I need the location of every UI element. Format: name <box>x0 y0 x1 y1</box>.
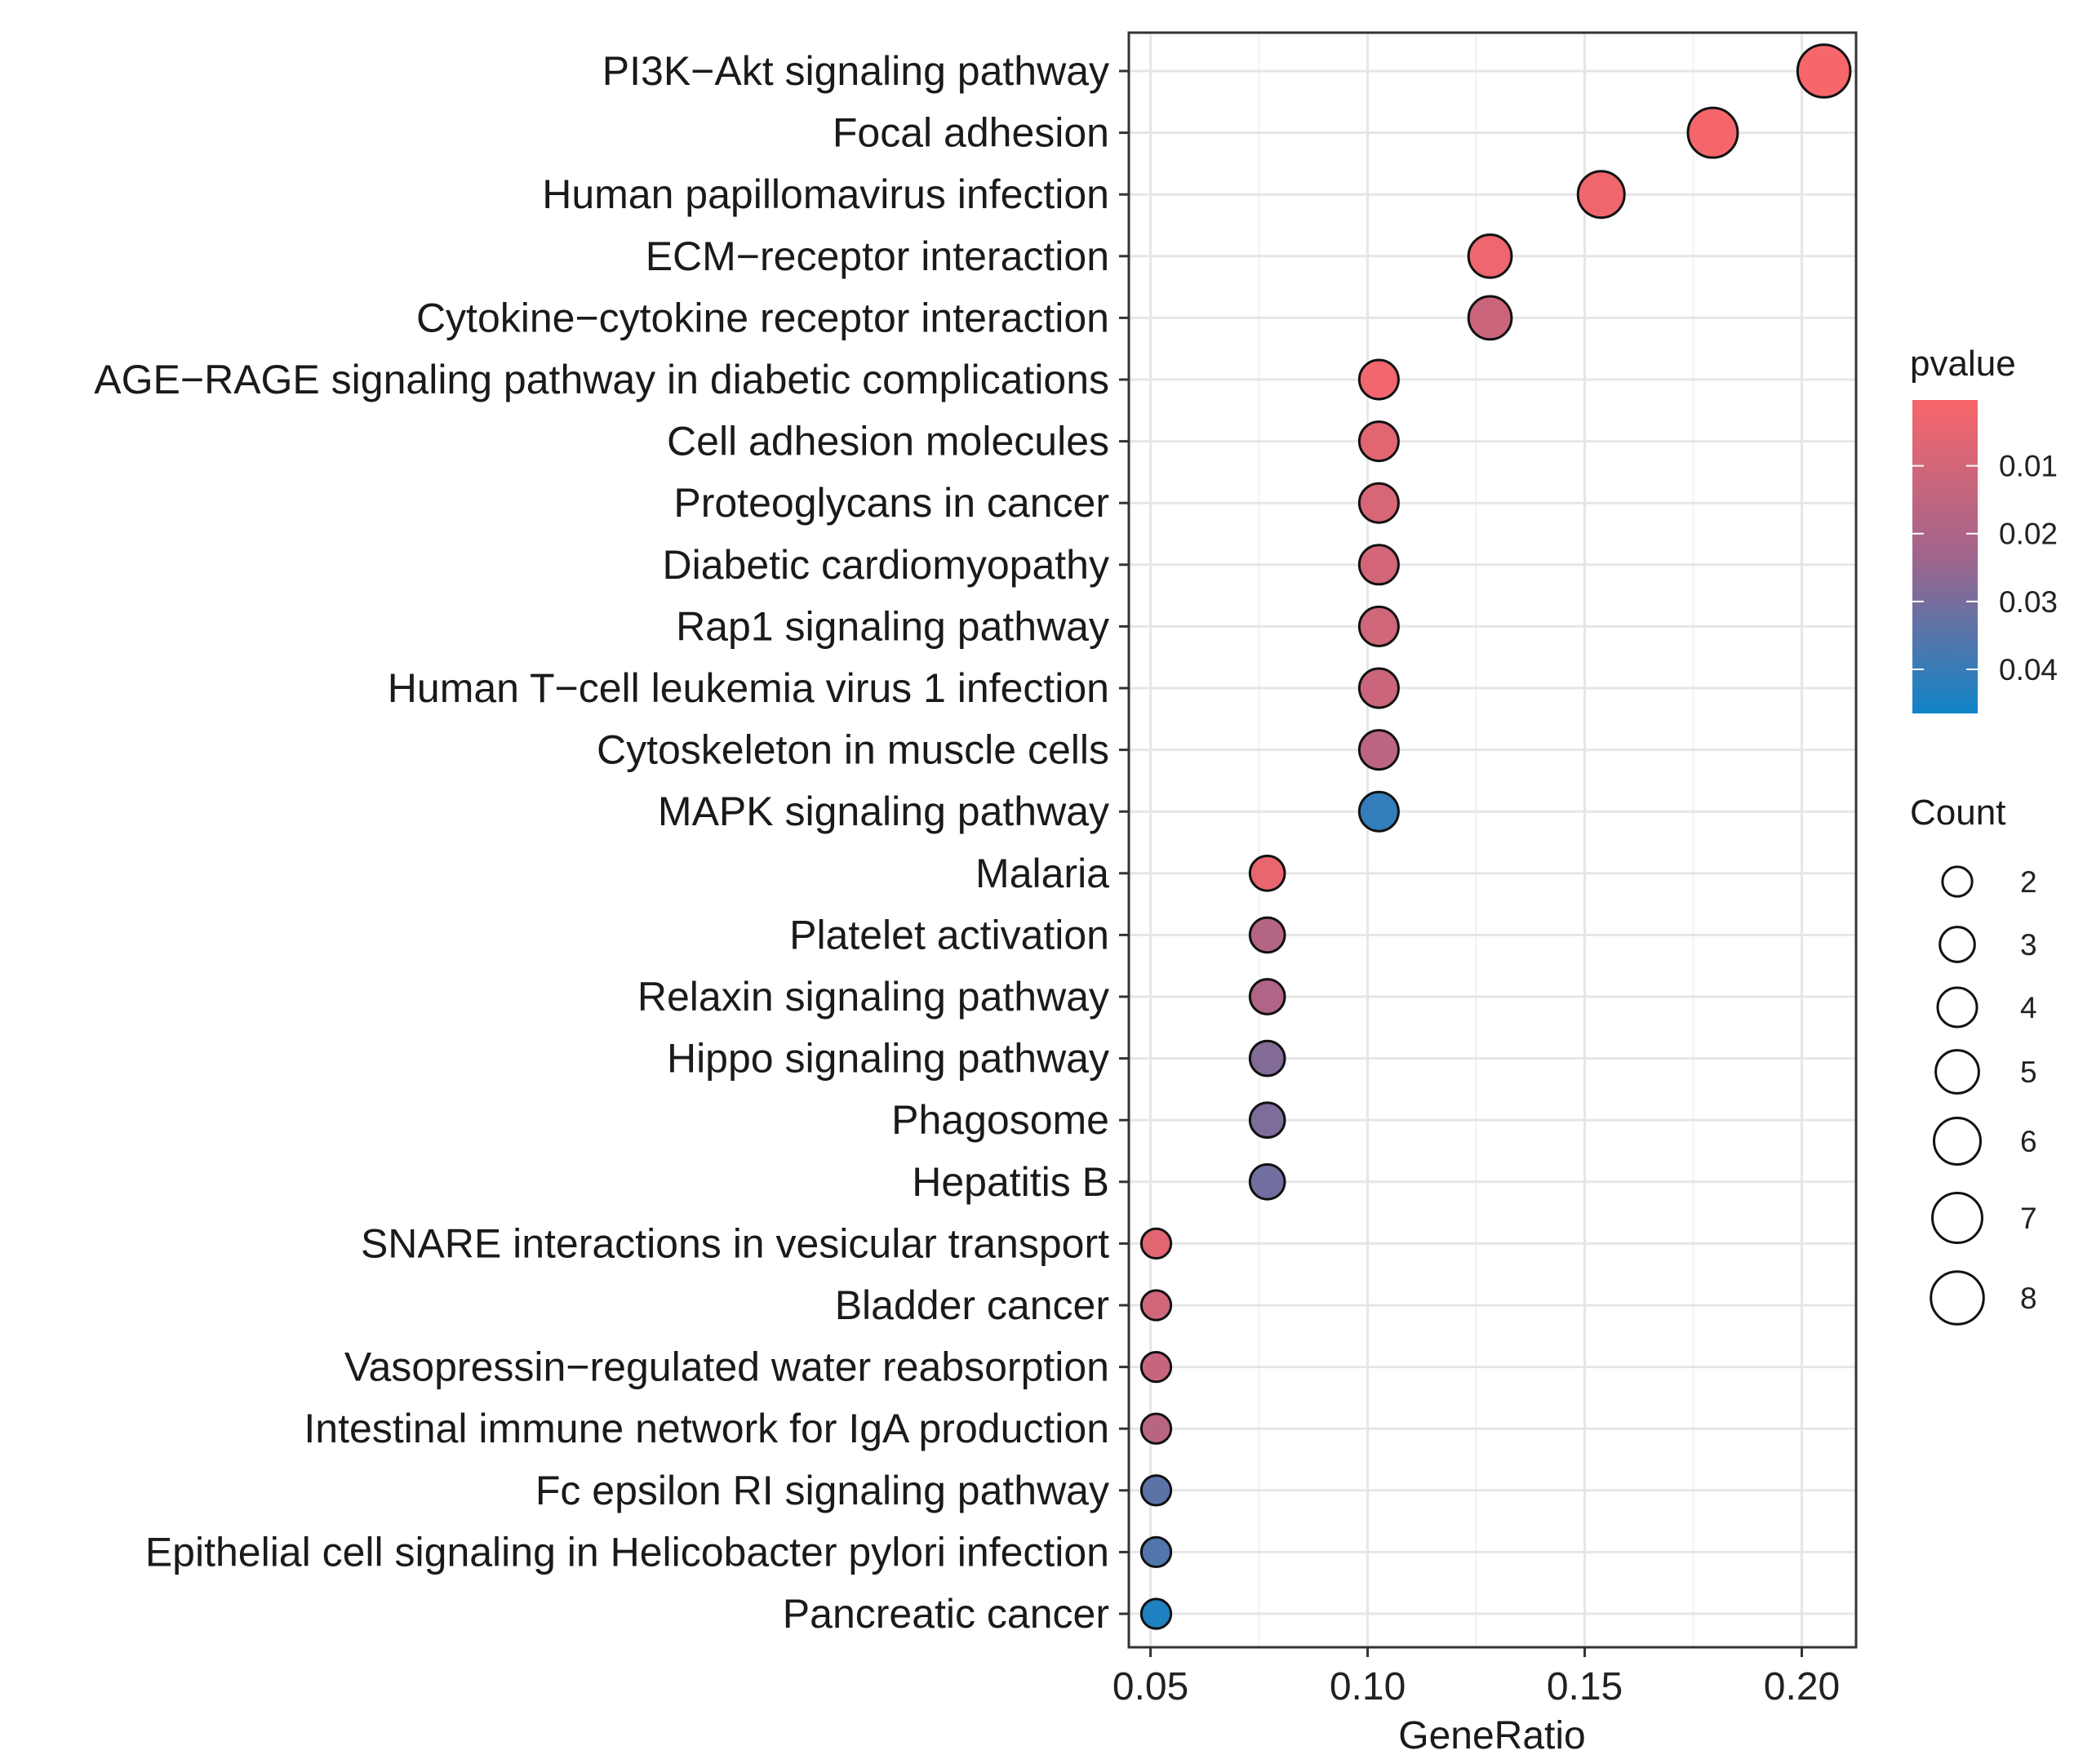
count-legend-label: 2 <box>2020 865 2037 899</box>
pvalue-colorbar <box>1912 400 1978 713</box>
y-tick-label: Diabetic cardiomyopathy <box>663 542 1110 588</box>
x-tick-label: 0.10 <box>1330 1665 1406 1708</box>
pvalue-legend: pvalue 0.01 0.02 0.03 0.04 <box>1910 344 2058 713</box>
data-point <box>1248 1039 1286 1078</box>
data-point <box>1576 170 1626 220</box>
pvalue-colorbar-ticks: 0.01 0.02 0.03 0.04 <box>1912 450 2058 686</box>
y-tick-label: Relaxin signaling pathway <box>637 974 1109 1020</box>
colorbar-tick-label: 0.03 <box>1999 585 2058 619</box>
y-tick-label: Human T−cell leukemia virus 1 infection <box>388 665 1109 711</box>
y-tick-label: Bladder cancer <box>835 1282 1109 1328</box>
x-axis-labels: 0.05 0.10 0.15 0.20 <box>1112 1665 1840 1708</box>
count-legend-label: 5 <box>2020 1055 2037 1089</box>
data-point <box>1248 1162 1286 1201</box>
data-point <box>1357 729 1400 771</box>
data-point <box>1139 1412 1173 1445</box>
count-legend-circle <box>1930 1270 1985 1326</box>
data-point <box>1686 106 1739 159</box>
count-legend-label: 3 <box>2020 928 2037 962</box>
count-legend-circle <box>1933 1117 1982 1166</box>
count-legend-circle <box>1939 926 1976 963</box>
y-tick-label: Human papillomavirus infection <box>542 171 1109 217</box>
data-point <box>1357 544 1400 586</box>
data-point <box>1139 1227 1173 1260</box>
colorbar-tick-label: 0.01 <box>1999 450 2058 483</box>
y-tick-label: SNARE interactions in vesicular transpor… <box>361 1220 1109 1266</box>
y-axis-ticks <box>1119 69 1129 1615</box>
y-tick-label: AGE−RAGE signaling pathway in diabetic c… <box>94 357 1109 402</box>
y-tick-label: Cytoskeleton in muscle cells <box>597 727 1109 773</box>
y-tick-label: Proteoglycans in cancer <box>673 480 1109 526</box>
y-tick-label: Hepatitis B <box>912 1159 1109 1205</box>
data-point <box>1467 295 1513 341</box>
y-tick-label: Vasopressin−regulated water reabsorption <box>344 1344 1109 1390</box>
count-legend-circle <box>1931 1192 1983 1244</box>
data-point <box>1357 358 1400 401</box>
y-tick-label: ECM−receptor interaction <box>646 233 1109 279</box>
x-tick-label: 0.15 <box>1547 1665 1623 1708</box>
count-legend-label: 8 <box>2020 1282 2037 1315</box>
y-tick-label: Pancreatic cancer <box>783 1591 1109 1637</box>
y-tick-label: Intestinal immune network for IgA produc… <box>304 1406 1109 1451</box>
panel-border <box>1127 31 1858 1649</box>
count-legend-title: Count <box>1910 793 2005 833</box>
data-point <box>1139 1350 1173 1384</box>
y-tick-label: Fc epsilon RI signaling pathway <box>535 1468 1109 1513</box>
data-point <box>1357 420 1400 463</box>
data-point <box>1357 667 1400 709</box>
y-axis-labels: PI3K−Akt signaling pathway Focal adhesion… <box>94 48 1109 1637</box>
data-point <box>1139 1535 1173 1569</box>
data-point <box>1467 233 1513 279</box>
x-tick-label: 0.05 <box>1112 1665 1188 1708</box>
data-point <box>1248 854 1286 892</box>
count-legend: Count 2 3 4 5 6 7 8 <box>1910 793 2037 1326</box>
x-tick-label: 0.20 <box>1764 1665 1840 1708</box>
y-tick-label: Cell adhesion molecules <box>667 419 1109 464</box>
count-legend-items: 2 3 4 5 6 7 8 <box>1930 865 2037 1326</box>
y-tick-label: Hippo signaling pathway <box>667 1036 1109 1082</box>
y-tick-label: Platelet activation <box>789 912 1109 958</box>
data-point <box>1357 482 1400 524</box>
x-axis-title: GeneRatio <box>1398 1714 1585 1757</box>
x-axis-ticks <box>1149 1647 1804 1657</box>
y-tick-label: MAPK signaling pathway <box>658 789 1109 834</box>
count-legend-label: 6 <box>2020 1125 2037 1158</box>
data-point <box>1139 1289 1173 1322</box>
data-point <box>1248 1101 1286 1140</box>
y-tick-label: Malaria <box>975 851 1109 896</box>
y-tick-label: Cytokine−cytokine receptor interaction <box>416 295 1109 340</box>
data-point <box>1357 790 1400 833</box>
count-legend-circle <box>1936 986 1979 1029</box>
colorbar-tick-label: 0.04 <box>1999 653 2058 686</box>
count-legend-label: 4 <box>2020 991 2037 1024</box>
y-tick-label: Epithelial cell signaling in Helicobacte… <box>145 1529 1109 1575</box>
grid-lines <box>1129 33 1856 1647</box>
data-point <box>1796 43 1852 99</box>
data-points <box>1139 43 1852 1630</box>
y-tick-label: PI3K−Akt signaling pathway <box>602 48 1109 94</box>
data-point <box>1248 978 1286 1015</box>
count-legend-label: 7 <box>2020 1202 2037 1235</box>
count-legend-circle <box>1934 1049 1980 1095</box>
data-point <box>1139 1597 1173 1630</box>
data-point <box>1357 605 1400 647</box>
y-tick-label: Focal adhesion <box>833 110 1109 156</box>
y-tick-label: Rap1 signaling pathway <box>676 603 1109 649</box>
data-point <box>1248 916 1286 954</box>
y-tick-label: Phagosome <box>891 1097 1109 1143</box>
data-point <box>1139 1474 1173 1507</box>
count-legend-circle <box>1941 865 1974 898</box>
colorbar-tick-label: 0.02 <box>1999 518 2058 551</box>
pvalue-legend-title: pvalue <box>1910 344 2016 384</box>
